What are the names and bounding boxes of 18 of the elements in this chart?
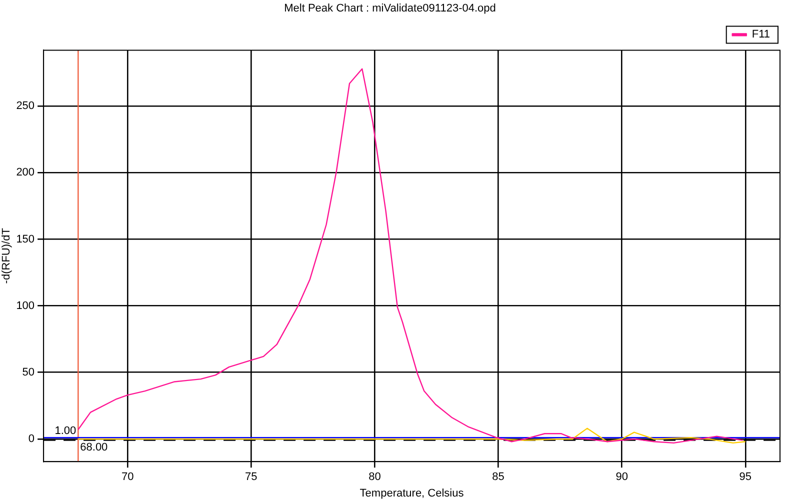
x-tick-label: 70 xyxy=(121,471,134,484)
x-tick-label: 75 xyxy=(245,471,258,484)
y-tick-label: 250 xyxy=(16,100,35,112)
legend-label: F11 xyxy=(752,28,770,41)
y-tick-label: 0 xyxy=(28,433,35,445)
y-tick-label: 200 xyxy=(16,166,35,179)
y-tick-label: 100 xyxy=(16,300,35,312)
x-tick-label: 80 xyxy=(368,471,381,484)
x-tick-label: 85 xyxy=(492,471,504,484)
y-tick-label: 150 xyxy=(16,233,35,246)
y-tick-label: 50 xyxy=(22,366,35,378)
x-axis-title: Temperature, Celsius xyxy=(360,487,464,500)
ref-line-label: 1.00 xyxy=(54,425,76,438)
y-axis-title: -d(RFU)/dT xyxy=(0,228,13,284)
ref-line-label: 68.00 xyxy=(80,442,108,454)
x-tick-label: 95 xyxy=(739,471,752,484)
x-tick-label: 90 xyxy=(616,471,628,484)
chart-title: Melt Peak Chart : miValidate091123-04.opd xyxy=(284,2,496,15)
